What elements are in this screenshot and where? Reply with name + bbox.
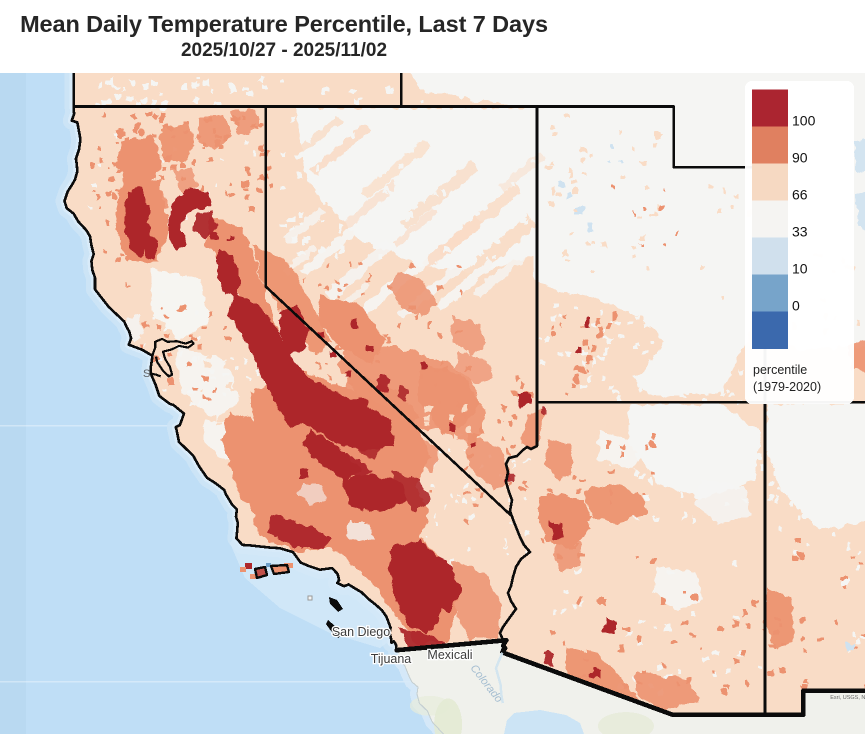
svg-text:Tijuana: Tijuana — [371, 652, 412, 666]
svg-text:90: 90 — [792, 150, 808, 166]
svg-text:33: 33 — [792, 224, 808, 240]
svg-text:S: S — [143, 368, 150, 380]
svg-text:(1979-2020): (1979-2020) — [753, 380, 821, 394]
svg-text:10: 10 — [792, 261, 808, 277]
svg-text:San Diego: San Diego — [332, 625, 390, 639]
svg-text:66: 66 — [792, 187, 808, 203]
svg-text:100: 100 — [792, 113, 816, 129]
svg-text:Esri, USGS, NOAA: Esri, USGS, NOAA — [830, 695, 865, 701]
svg-text:0: 0 — [792, 298, 800, 314]
svg-text:percentile: percentile — [753, 363, 807, 377]
svg-text:Mexicali: Mexicali — [427, 648, 472, 662]
